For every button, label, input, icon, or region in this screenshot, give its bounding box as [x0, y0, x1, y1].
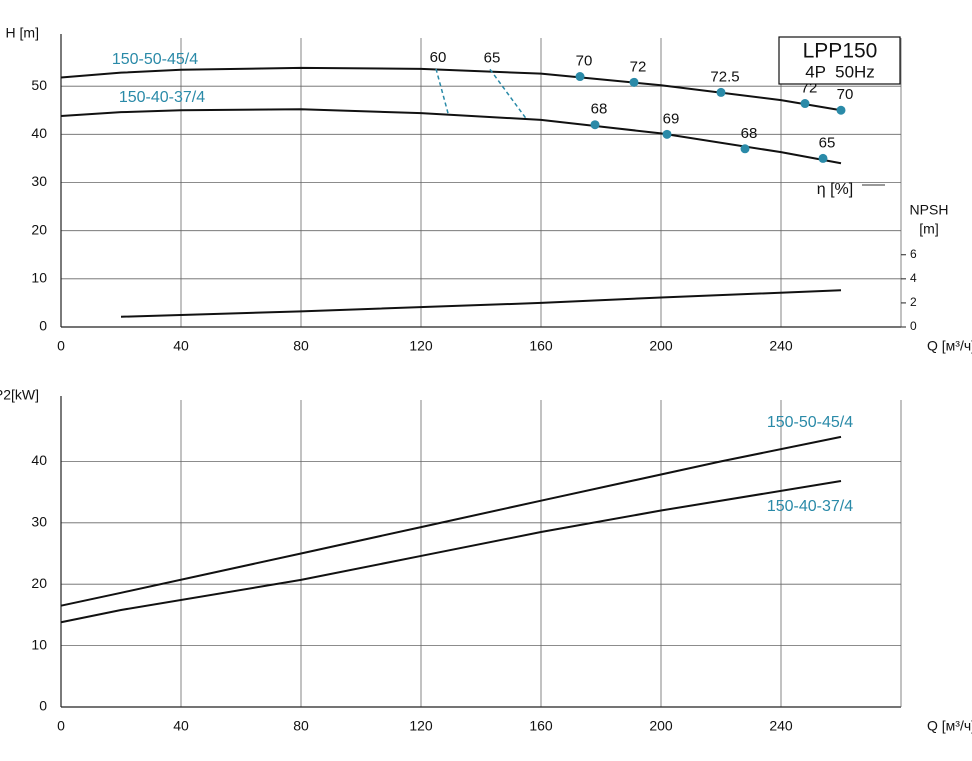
efficiency-point — [662, 129, 672, 139]
efficiency-point — [800, 99, 810, 109]
y-tick-label: 0 — [39, 698, 47, 714]
y2-tick-label: 4 — [910, 271, 917, 285]
efficiency-label: 72 — [630, 58, 647, 75]
efficiency-point — [590, 120, 600, 130]
y-tick-label: 40 — [31, 452, 47, 468]
x-axis-label: Q [м³/ч] — [927, 338, 972, 354]
efficiency-point — [740, 144, 750, 154]
y2-axis-label: NPSH — [910, 202, 949, 218]
efficiency-label: 65 — [819, 134, 836, 151]
y-axis-label: H [m] — [6, 25, 39, 41]
series-line — [60, 435, 842, 607]
series-line — [60, 480, 842, 624]
efficiency-line-label: 65 — [484, 49, 501, 66]
x-tick-label: 120 — [409, 338, 433, 354]
x-tick-label: 80 — [293, 338, 309, 354]
efficiency-line-label: 60 — [430, 49, 447, 66]
y-axis-label: P2[kW] — [0, 387, 39, 403]
efficiency-line — [435, 68, 449, 114]
y2-tick-label: 6 — [910, 247, 917, 261]
x-tick-label: 240 — [769, 718, 793, 734]
y-tick-label: 20 — [31, 575, 47, 591]
x-tick-label: 200 — [649, 338, 673, 354]
y-tick-label: 30 — [31, 173, 47, 189]
x-tick-label: 200 — [649, 718, 673, 734]
y-tick-label: 40 — [31, 125, 47, 141]
x-tick-label: 160 — [529, 718, 553, 734]
series-label: 150-50-45/4 — [112, 51, 198, 68]
efficiency-line — [489, 68, 527, 119]
x-tick-label: 240 — [769, 338, 793, 354]
chart-subtitle: 4P 50Hz — [805, 62, 875, 81]
series-line — [60, 66, 842, 112]
efficiency-axis-label: η [%] — [817, 181, 853, 198]
efficiency-label: 72.5 — [710, 68, 739, 85]
x-tick-label: 160 — [529, 338, 553, 354]
efficiency-point — [836, 105, 846, 115]
title-box — [778, 36, 901, 85]
chart-title: LPP150 — [803, 40, 878, 63]
efficiency-point — [716, 87, 726, 97]
efficiency-label: 70 — [837, 86, 854, 103]
y-tick-label: 0 — [39, 318, 47, 334]
x-tick-label: 0 — [57, 718, 65, 734]
efficiency-label: 69 — [663, 110, 680, 127]
series-label: 150-40-37/4 — [119, 89, 205, 106]
y-tick-label: 20 — [31, 221, 47, 237]
y2-tick-label: 0 — [910, 319, 917, 333]
y2-axis-label: [m] — [919, 221, 938, 237]
y-tick-label: 30 — [31, 514, 47, 530]
x-tick-label: 80 — [293, 718, 309, 734]
y-tick-label: 50 — [31, 77, 47, 93]
y-tick-label: 10 — [31, 636, 47, 652]
x-axis-label: Q [м³/ч] — [927, 718, 972, 734]
x-tick-label: 120 — [409, 718, 433, 734]
series-label: 150-40-37/4 — [767, 498, 853, 515]
x-tick-label: 0 — [57, 338, 65, 354]
efficiency-point — [629, 77, 639, 87]
y-tick-label: 10 — [31, 270, 47, 286]
efficiency-point — [818, 153, 828, 163]
series-line — [120, 289, 842, 318]
series-label: 150-50-45/4 — [767, 414, 853, 431]
efficiency-label: 68 — [741, 125, 758, 142]
efficiency-point — [575, 72, 585, 82]
x-tick-label: 40 — [173, 718, 189, 734]
efficiency-label: 70 — [576, 53, 593, 70]
efficiency-label: 68 — [591, 101, 608, 118]
x-tick-label: 40 — [173, 338, 189, 354]
y2-tick-label: 2 — [910, 295, 917, 309]
series-line — [60, 108, 842, 165]
